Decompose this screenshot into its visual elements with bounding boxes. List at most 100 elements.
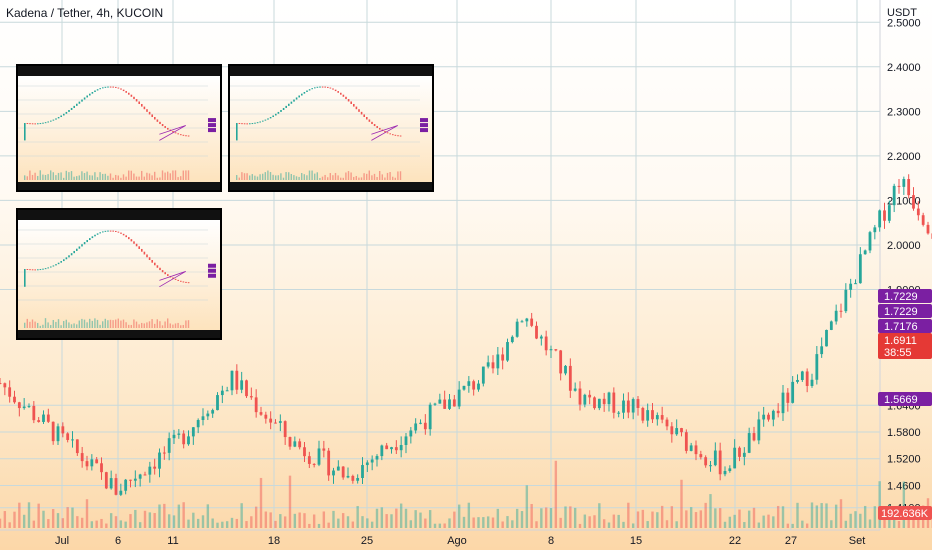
candle-body [27,405,31,407]
inset-volume [65,319,67,328]
inset-candle [329,87,332,89]
inset-volume [373,173,376,180]
volume-bar [196,518,200,528]
inset-candle [277,111,280,114]
inset-volume [143,176,145,180]
volume-tag-bg [878,506,932,520]
inset-candle [146,254,148,258]
volume-bar [71,507,74,528]
inset-candle [39,123,42,125]
inset-candle [130,239,133,242]
inset-volume [275,175,277,180]
inset-candle [185,135,187,137]
inset-candle [141,103,143,107]
volume-bar [520,511,524,528]
inset-volume [42,174,44,180]
inset-candle [29,269,31,271]
candle-body [303,447,306,457]
price-tag: 1.5669 [878,392,932,406]
inset-volume [389,172,391,180]
inset-volume [148,321,151,328]
volume-bar [544,507,548,528]
candle-body [230,370,234,391]
candle-body [588,394,592,398]
candle-body [332,470,335,476]
inset-volume [366,173,368,180]
inset-volume [177,177,179,180]
candle-body [791,381,795,403]
inset-volume [102,173,104,180]
inset-candle [78,101,81,104]
inset-volume [161,325,164,328]
inset-volume [174,170,177,180]
volume-bar [385,514,388,528]
volume-bar [472,517,475,528]
inset-candle [125,235,127,238]
inset-volume [60,325,62,328]
inset-volume [167,318,169,328]
candle-body [182,433,186,445]
inset-volume [332,175,334,180]
inset-tag [208,268,216,273]
inset-volume [269,172,272,180]
inset-candle [154,117,156,120]
candle-body [370,459,374,463]
inset-candle [39,269,42,271]
candle-body [216,395,219,411]
volume-bar [414,510,417,528]
inset-candle [102,87,104,89]
volume-bar [583,514,587,528]
inset-volume [350,172,352,180]
inset-volume [78,320,80,328]
inset-volume [120,320,122,328]
volume-bar [259,477,263,528]
inset-candle [117,87,120,89]
inset-volume [185,320,187,328]
inset-candle [99,88,101,90]
candle-body [539,336,543,339]
volume-bar [163,503,166,528]
inset-candle [177,133,179,135]
inset-volume [151,319,153,328]
inset-tag [208,263,216,268]
candle-body [129,479,132,481]
volume-bar [269,512,272,528]
candle-body [380,445,384,457]
candle-body [520,321,524,323]
candle-body [868,232,872,251]
candle-body [796,379,799,382]
y-tick-label: 1.5800 [887,427,921,439]
inset-candle [280,110,282,112]
inset-volume [159,321,161,328]
candle-body [187,436,190,445]
inset-candle [57,117,60,119]
candle-body [472,381,476,390]
candle-body [457,389,461,407]
volume-bar [138,522,142,528]
inset-volume [177,322,179,328]
inset-volume [355,176,357,180]
candle-body [781,392,785,414]
volume-bar [443,523,446,528]
inset-candle [151,114,153,118]
volume-bar [752,507,756,528]
candle-body [356,477,360,481]
inset-candle [37,269,39,271]
inset-candle [180,134,182,136]
candle-body [568,365,572,391]
inset-volume [251,174,253,180]
volume-bar [660,505,664,528]
candle-body [680,428,683,433]
inset-bottombar [18,330,220,338]
candle-body [0,383,2,385]
inset-volume [293,175,295,180]
inset-volume [249,175,251,180]
candle-body [636,399,640,408]
inset-candle [86,95,88,98]
candle-body [573,388,577,391]
inset-candle [138,101,140,104]
inset-volume [73,176,75,180]
candle-body [709,465,712,467]
